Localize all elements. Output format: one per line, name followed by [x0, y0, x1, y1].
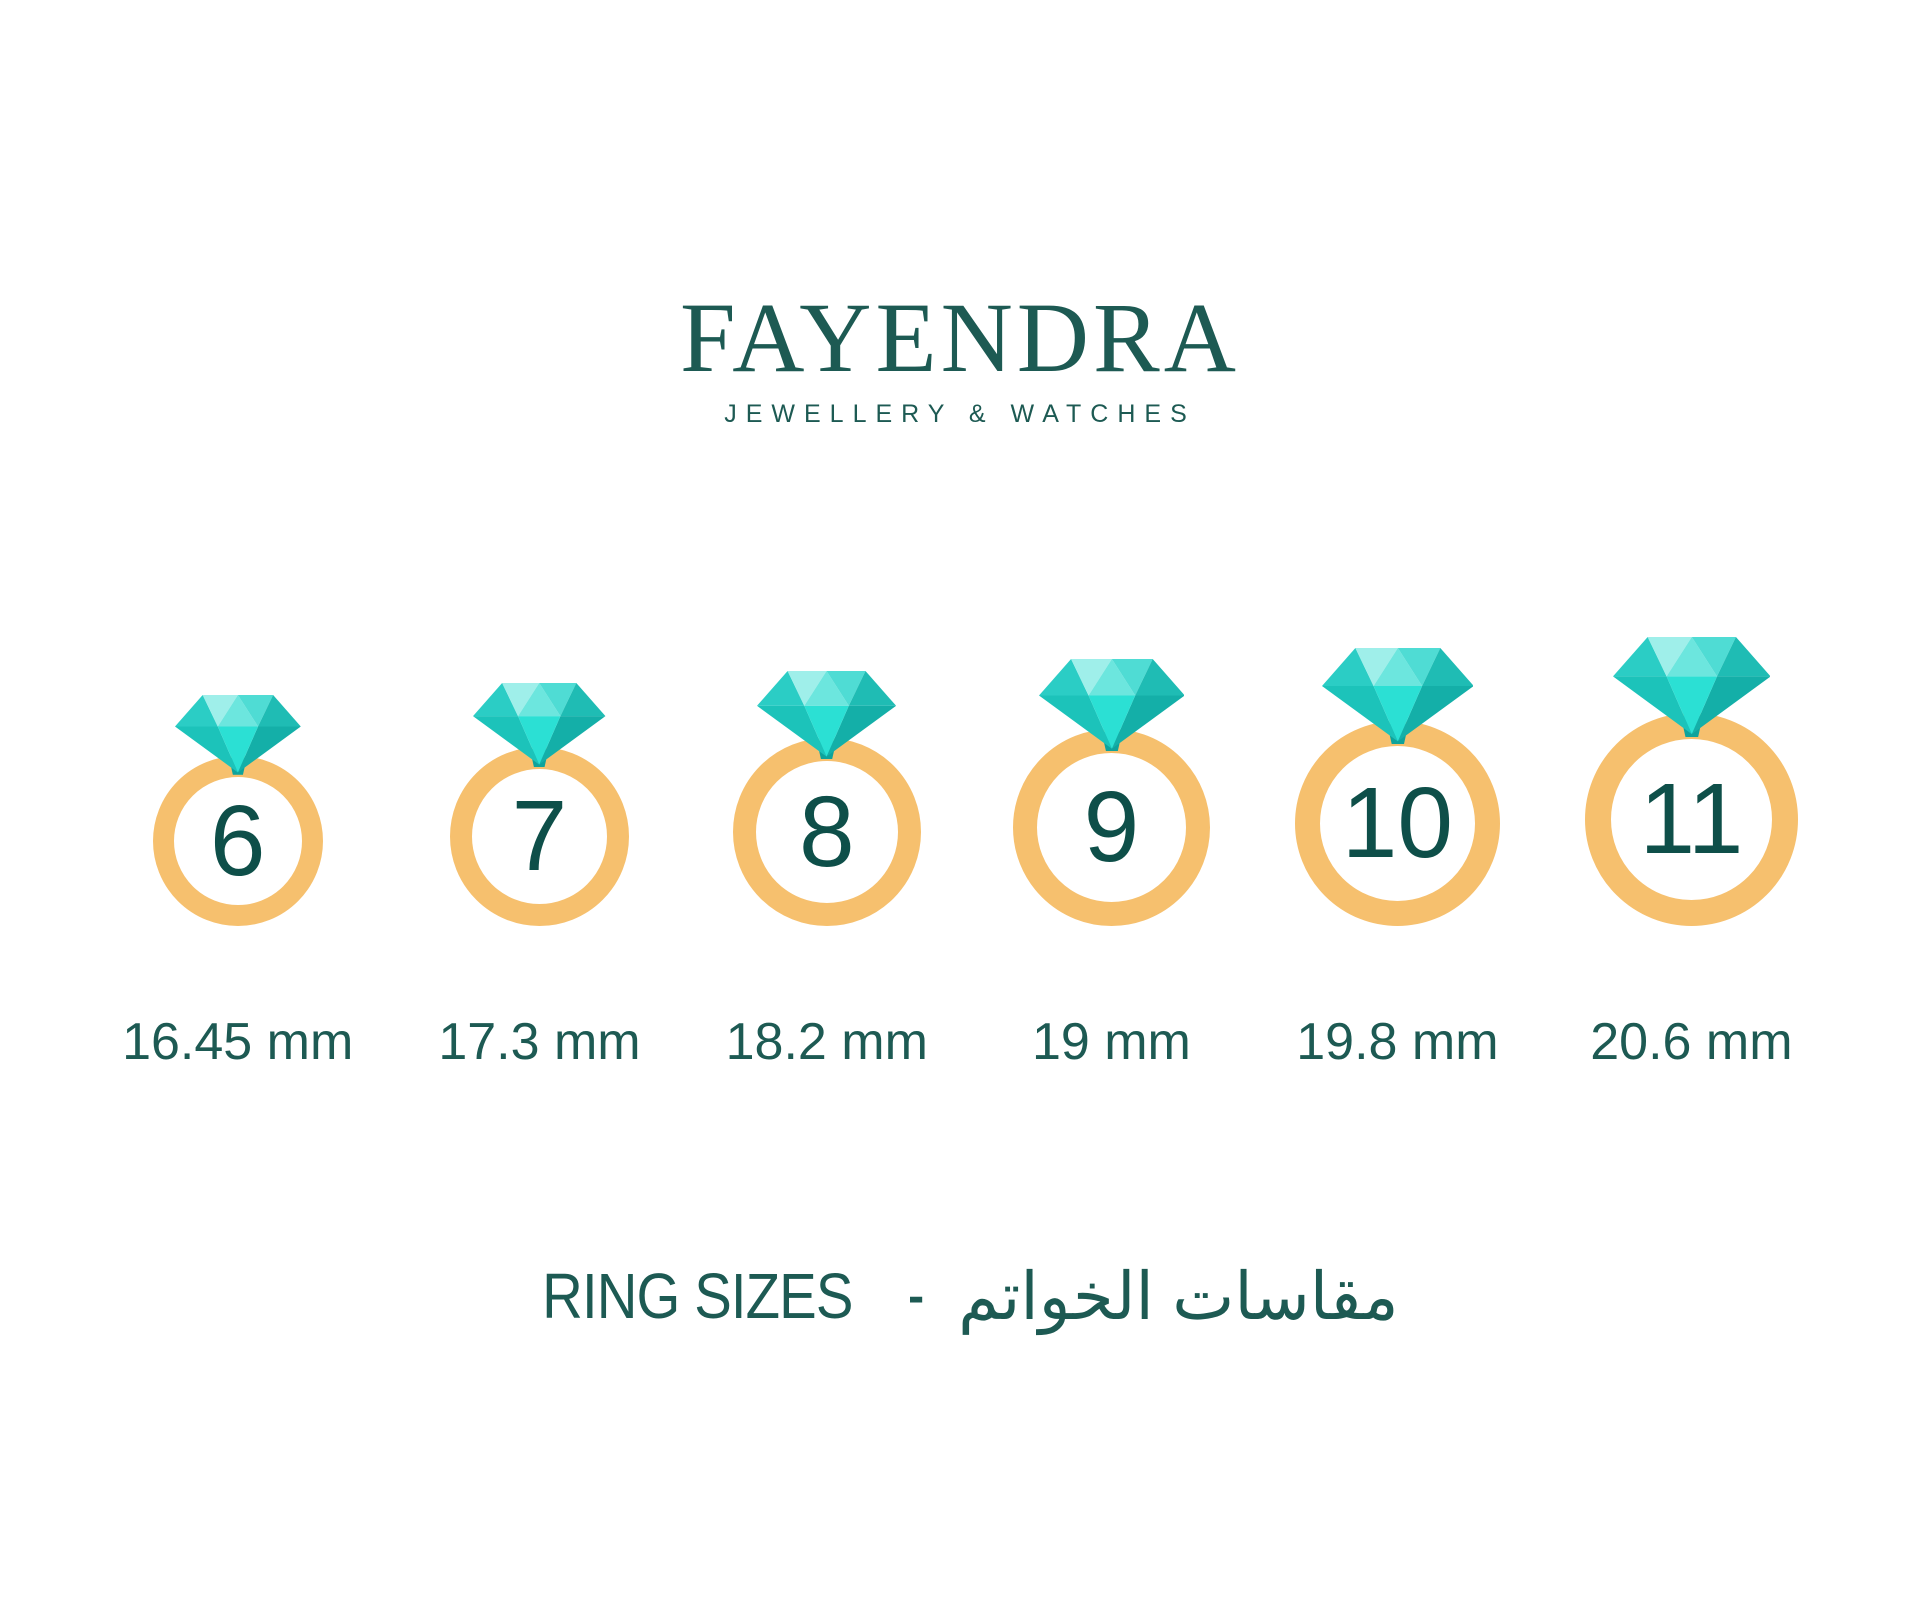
diameter-label: 19.8 mm: [1296, 1012, 1499, 1071]
ring-item-size-6: 6 16.45 mm: [122, 695, 353, 1071]
measure-arrow-icon: [170, 952, 306, 996]
diamond-gem-icon: [473, 683, 605, 767]
rings-row: 6 16.45 mm 7 17.3 mm 8 18.2 mm 9: [122, 637, 1798, 1072]
ring-item-size-10: 10 19.8 mm: [1294, 648, 1500, 1072]
ring-band: 8: [732, 737, 921, 926]
diameter-label: 18.2 mm: [725, 1012, 928, 1071]
diameter-label: 19 mm: [1031, 1012, 1191, 1071]
ring-size-number: 9: [1083, 771, 1140, 884]
measure-arrow-icon: [1606, 952, 1776, 996]
brand-tagline: JEWELLERY & WATCHES: [724, 400, 1196, 428]
caption-english: RING SIZES: [542, 1260, 854, 1333]
ring-size-number: 10: [1341, 767, 1454, 880]
ring-item-size-9: 9 19 mm: [1012, 659, 1210, 1072]
measure-arrow-icon: [1315, 952, 1479, 996]
ring-band: 9: [1012, 728, 1210, 926]
caption-separator: -: [908, 1269, 925, 1323]
caption: RING SIZES - مقاسات الخواتم: [521, 1258, 1399, 1335]
brand-header: FAYENDRA JEWELLERY & WATCHES: [680, 288, 1240, 427]
diameter-label: 17.3 mm: [438, 1012, 641, 1071]
ring-size-number: 6: [209, 784, 266, 897]
measure-arrow-icon: [1033, 952, 1191, 996]
ring-size-number: 8: [798, 775, 855, 888]
ring-item-size-11: 11 20.6 mm: [1584, 637, 1798, 1072]
measure-arrow-icon: [752, 952, 902, 996]
ring-size-number: 7: [511, 780, 568, 893]
diameter-label: 16.45 mm: [122, 1012, 354, 1071]
diamond-gem-icon: [1322, 648, 1474, 744]
brand-logo-text: FAYENDRA: [680, 282, 1240, 393]
diamond-gem-icon: [757, 671, 896, 759]
diameter-label: 20.6 mm: [1590, 1012, 1793, 1071]
ring-band: 10: [1294, 720, 1500, 926]
diamond-gem-icon: [175, 695, 301, 775]
diamond-gem-icon: [1039, 659, 1185, 752]
ring-item-size-8: 8 18.2 mm: [726, 671, 928, 1072]
ring-item-size-7: 7 17.3 mm: [438, 683, 641, 1072]
caption-arabic: مقاسات الخواتم: [958, 1258, 1399, 1333]
ring-band: 7: [449, 746, 629, 926]
measure-arrow-icon: [468, 952, 611, 996]
diamond-gem-icon: [1613, 637, 1771, 737]
ring-band: 6: [152, 755, 323, 926]
ring-size-number: 11: [1639, 763, 1744, 876]
ring-band: 11: [1584, 712, 1798, 926]
